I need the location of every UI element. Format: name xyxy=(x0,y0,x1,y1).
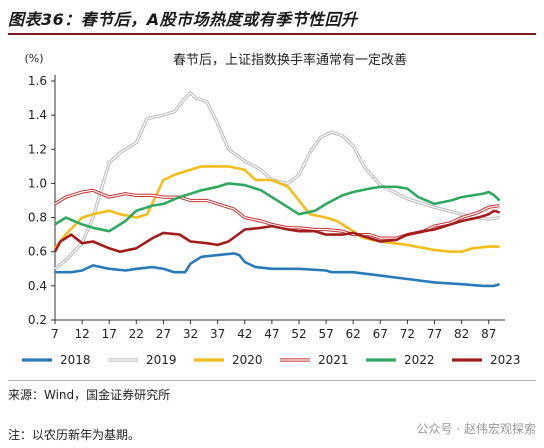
legend-label: 2022 xyxy=(404,353,435,367)
x-tick-label: 57 xyxy=(318,327,333,341)
x-tick-label: 42 xyxy=(237,327,252,341)
legend: 2018 2019 2020 2021 2022 2023 xyxy=(22,353,521,367)
x-tick-label: 37 xyxy=(210,327,225,341)
y-axis-unit: (%) xyxy=(24,52,43,65)
series-2019 xyxy=(54,91,500,271)
line-chart: 春节后，上证指数换手率通常有一定改善 (%) 0.2 0.4 0.6 0.8 1.0 1.… xyxy=(22,52,521,367)
x-tick-label: 62 xyxy=(346,327,361,341)
series-line-2022 xyxy=(54,182,501,233)
x-tick-label: 7 xyxy=(51,327,59,341)
x-tick-label: 52 xyxy=(291,327,306,341)
figure-title: 图表36：春节后，A股市场热度或有季节性回升 xyxy=(8,10,358,29)
legend-item-2022: 2022 xyxy=(366,353,435,367)
series-2023 xyxy=(53,209,501,253)
x-tick-label: 22 xyxy=(129,327,144,341)
y-tick-label: 1.4 xyxy=(28,108,47,122)
source-rule xyxy=(8,380,536,381)
title-rule xyxy=(8,33,536,35)
y-tick-label: 1.6 xyxy=(28,74,47,88)
legend-label: 2018 xyxy=(60,353,91,367)
x-tick-label: 67 xyxy=(373,327,388,341)
x-tick-label: 82 xyxy=(454,327,469,341)
note-text: 注：以农历新年为基期。 xyxy=(8,428,141,442)
series-line-2018 xyxy=(55,252,500,288)
legend-label: 2019 xyxy=(146,353,177,367)
y-tick-label: 0.6 xyxy=(28,245,47,259)
y-tick-label: 0.4 xyxy=(28,279,47,293)
series-2018 xyxy=(55,252,500,288)
x-tick-label: 12 xyxy=(74,327,89,341)
x-tick-label: 47 xyxy=(264,327,279,341)
legend-item-2018: 2018 xyxy=(22,353,91,367)
legend-item-2021: 2021 xyxy=(280,353,349,367)
source-text: 来源：Wind，国金证券研究所 xyxy=(8,388,171,402)
watermark-text: 公众号 · 赵伟宏观探索 xyxy=(416,422,536,436)
x-tick-label: 27 xyxy=(156,327,171,341)
x-tick-label: 32 xyxy=(183,327,198,341)
y-tick-label: 0.8 xyxy=(28,211,47,225)
series-layer xyxy=(53,91,501,288)
series-2022 xyxy=(54,182,501,233)
series-line-2020 xyxy=(53,165,500,253)
series-line-2023 xyxy=(53,209,501,253)
series-2021 xyxy=(54,188,500,240)
y-tick-label: 0.2 xyxy=(28,313,47,327)
series-2020 xyxy=(53,165,500,253)
legend-item-2020: 2020 xyxy=(194,353,263,367)
y-tick-label: 1.0 xyxy=(28,176,47,190)
x-tick-label: 17 xyxy=(102,327,117,341)
legend-item-2019: 2019 xyxy=(108,353,177,367)
x-tick-label: 87 xyxy=(481,327,496,341)
legend-item-2023: 2023 xyxy=(452,353,521,367)
legend-label: 2023 xyxy=(490,353,521,367)
series-line-inner-2019 xyxy=(54,92,500,270)
legend-label: 2021 xyxy=(318,353,349,367)
legend-label: 2020 xyxy=(232,353,263,367)
axes: 0.2 0.4 0.6 0.8 1.0 1.2 1.4 1.6 7 12 17 22 27 32 37 42 4… xyxy=(28,74,505,341)
y-tick-label: 1.2 xyxy=(28,142,47,156)
x-tick-label: 77 xyxy=(427,327,442,341)
series-line-inner-2021 xyxy=(54,189,500,239)
x-tick-label: 72 xyxy=(400,327,415,341)
chart-title: 春节后，上证指数换手率通常有一定改善 xyxy=(173,52,407,68)
